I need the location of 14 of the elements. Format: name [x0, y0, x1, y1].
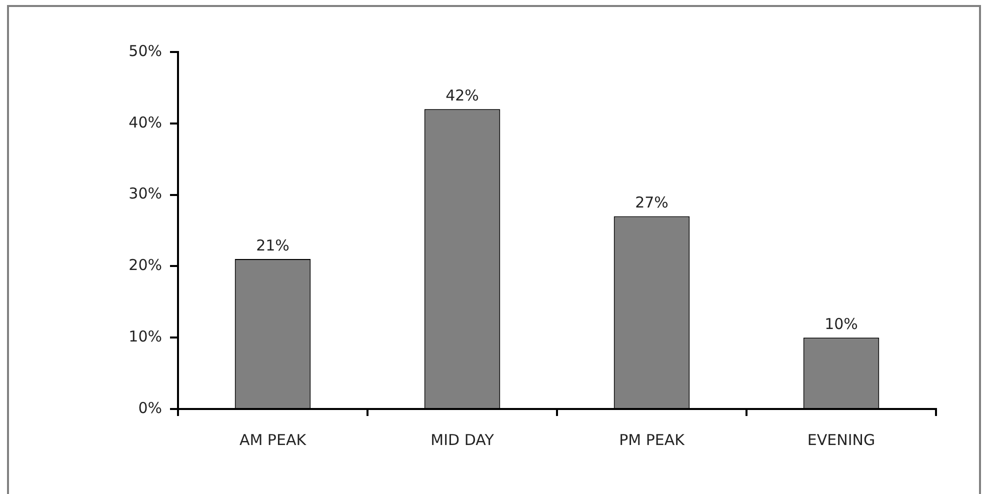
y-tick-label: 40%	[128, 113, 162, 132]
data-label: 42%	[446, 86, 479, 105]
x-tick-label: AM PEAK	[239, 430, 308, 449]
y-tick-label: 30%	[128, 184, 162, 203]
y-tick-label: 10%	[128, 327, 162, 346]
y-tick-label: 0%	[138, 398, 162, 417]
data-label: 27%	[635, 194, 668, 212]
y-tick-label: 20%	[128, 256, 162, 274]
x-tick-label: PM PEAK	[619, 430, 686, 449]
y-tick-label: 50%	[128, 42, 162, 60]
data-label: 10%	[824, 314, 858, 333]
data-label: 21%	[256, 236, 290, 254]
x-tick-label: EVENING	[807, 430, 876, 449]
x-tick-label: MID DAY	[430, 430, 495, 449]
